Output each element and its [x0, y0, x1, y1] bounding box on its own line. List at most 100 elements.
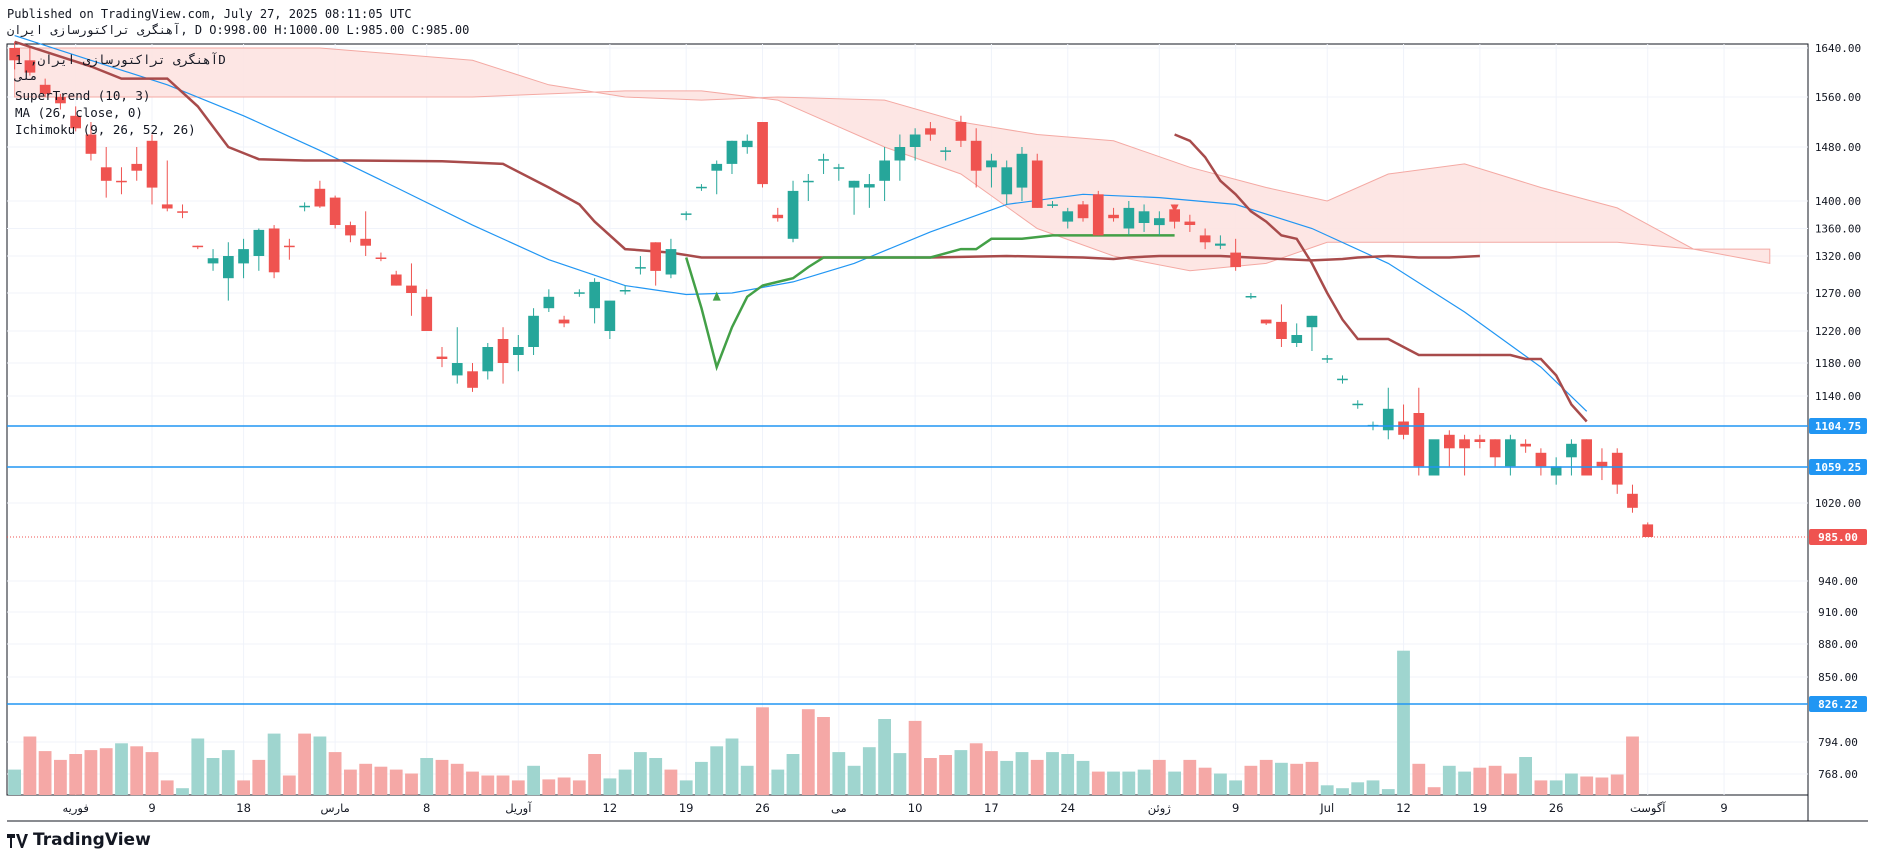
- candle[interactable]: [818, 159, 829, 161]
- candle[interactable]: [1306, 315, 1318, 328]
- candle[interactable]: [726, 140, 738, 164]
- candle[interactable]: [894, 147, 906, 161]
- candle[interactable]: [787, 190, 799, 239]
- candle[interactable]: [558, 319, 570, 324]
- candle[interactable]: [268, 228, 280, 273]
- legend-symbol[interactable]: آهنگری تراکتورسازی ایران, 1D: [15, 52, 226, 67]
- candle[interactable]: [436, 356, 448, 359]
- candle[interactable]: [680, 213, 692, 215]
- candle[interactable]: [1321, 358, 1333, 360]
- candle[interactable]: [1581, 439, 1592, 476]
- candle[interactable]: [467, 371, 478, 388]
- candle[interactable]: [146, 140, 158, 188]
- candle[interactable]: [70, 115, 81, 129]
- candle[interactable]: [1520, 443, 1531, 447]
- candle[interactable]: [665, 249, 677, 275]
- candle[interactable]: [1627, 493, 1638, 508]
- candle[interactable]: [879, 160, 890, 181]
- candle[interactable]: [589, 281, 600, 309]
- candle[interactable]: [1428, 439, 1440, 476]
- tradingview-brand[interactable]: TradingView: [7, 830, 151, 850]
- candle[interactable]: [116, 180, 127, 183]
- candle[interactable]: [1596, 461, 1608, 467]
- candle[interactable]: [1108, 214, 1119, 219]
- candle[interactable]: [55, 97, 66, 104]
- candle[interactable]: [528, 315, 539, 347]
- candle[interactable]: [1352, 403, 1364, 406]
- candle[interactable]: [1398, 421, 1409, 435]
- candle[interactable]: [131, 163, 143, 171]
- candle[interactable]: [9, 48, 20, 61]
- candle[interactable]: [543, 296, 555, 309]
- candle[interactable]: [1062, 211, 1074, 222]
- candle[interactable]: [100, 167, 112, 181]
- candle[interactable]: [192, 245, 204, 248]
- candle[interactable]: [1459, 439, 1470, 449]
- candle[interactable]: [497, 339, 509, 363]
- candle[interactable]: [940, 150, 951, 152]
- candle[interactable]: [741, 140, 753, 148]
- candle[interactable]: [650, 242, 661, 271]
- candle[interactable]: [406, 285, 417, 293]
- candle[interactable]: [1642, 524, 1654, 537]
- candle[interactable]: [1138, 211, 1150, 223]
- candle[interactable]: [1260, 319, 1272, 324]
- candle[interactable]: [1184, 221, 1196, 225]
- candle[interactable]: [635, 267, 646, 269]
- candle[interactable]: [1444, 434, 1455, 449]
- candle[interactable]: [345, 225, 356, 236]
- candle[interactable]: [1550, 466, 1562, 476]
- candle[interactable]: [1016, 153, 1028, 188]
- candle[interactable]: [1092, 194, 1104, 236]
- candle[interactable]: [711, 163, 723, 171]
- candle[interactable]: [1337, 378, 1348, 381]
- candle[interactable]: [451, 363, 463, 376]
- candle[interactable]: [24, 60, 36, 73]
- candle[interactable]: [238, 249, 249, 264]
- candle[interactable]: [1199, 235, 1211, 243]
- candle[interactable]: [299, 205, 310, 208]
- candle[interactable]: [161, 204, 173, 209]
- candle[interactable]: [848, 180, 860, 188]
- candle[interactable]: [177, 211, 188, 213]
- candle[interactable]: [970, 140, 982, 171]
- candle[interactable]: [757, 122, 768, 185]
- candle[interactable]: [1001, 167, 1013, 195]
- candle[interactable]: [360, 238, 371, 246]
- candle[interactable]: [1215, 243, 1226, 246]
- candle[interactable]: [986, 160, 997, 168]
- candle[interactable]: [909, 134, 921, 148]
- candle[interactable]: [1123, 207, 1135, 229]
- candle[interactable]: [696, 186, 707, 189]
- candle[interactable]: [421, 296, 433, 331]
- legend-ma[interactable]: MA (26, close, 0): [15, 105, 143, 120]
- candle[interactable]: [1230, 252, 1241, 268]
- legend-supertrend[interactable]: SuperTrend (10, 3): [15, 88, 151, 103]
- candle[interactable]: [1245, 296, 1257, 298]
- candle[interactable]: [955, 122, 967, 141]
- candle[interactable]: [1077, 204, 1089, 219]
- candle[interactable]: [329, 197, 341, 225]
- candle[interactable]: [253, 229, 265, 256]
- candle[interactable]: [314, 188, 326, 207]
- candle[interactable]: [1611, 452, 1623, 485]
- candle[interactable]: [772, 214, 784, 219]
- candle[interactable]: [207, 258, 219, 264]
- legend-ichimoku[interactable]: Ichimoku (9, 26, 52, 26): [15, 122, 196, 137]
- candle[interactable]: [1154, 218, 1165, 226]
- candle[interactable]: [864, 184, 875, 188]
- candle[interactable]: [390, 274, 402, 286]
- candle[interactable]: [513, 347, 524, 355]
- candle[interactable]: [284, 245, 295, 248]
- candle[interactable]: [833, 167, 845, 169]
- candle[interactable]: [375, 257, 387, 260]
- candle[interactable]: [803, 180, 814, 183]
- candle[interactable]: [1031, 160, 1043, 208]
- candle[interactable]: [1047, 204, 1058, 206]
- candle[interactable]: [223, 256, 234, 279]
- candle[interactable]: [1291, 335, 1303, 343]
- candle[interactable]: [1276, 321, 1287, 339]
- candle[interactable]: [604, 300, 616, 331]
- candle[interactable]: [39, 84, 51, 94]
